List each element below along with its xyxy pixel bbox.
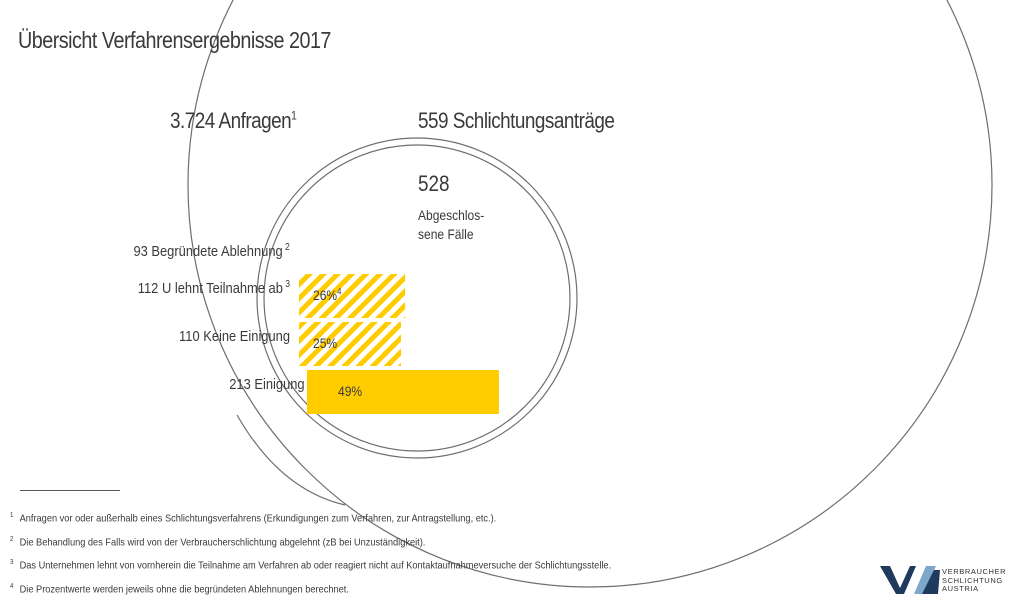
- row-label: 112 U lehnt Teilnahme ab 3: [137, 279, 290, 298]
- percent-label: 26%4: [313, 286, 342, 303]
- antraege-circle-inner: [263, 144, 571, 452]
- percent-label: 25%: [313, 335, 338, 351]
- row-label: 93 Begründete Ablehnung 2: [133, 242, 290, 261]
- percent-label: 49%: [338, 383, 363, 399]
- page-title: Übersicht Verfahrensergebnisse 2017: [18, 27, 331, 53]
- footnote-1: 1 Anfragen vor oder außerhalb eines Schli…: [10, 512, 497, 525]
- row-count: 93: [133, 243, 152, 260]
- vsa-logo-icon: [880, 566, 940, 594]
- footnote-3: 3 Das Unternehmen lehnt von vornherein di…: [10, 559, 612, 572]
- row-count: 213: [229, 376, 255, 393]
- antraege-circle-outer: [256, 137, 578, 459]
- row-category: U lehnt Teilnahme ab: [161, 280, 283, 297]
- row-footnote-mark: 2: [282, 242, 290, 253]
- row-category: Keine Einigung: [203, 328, 290, 345]
- row-footnote-mark: 3: [282, 279, 290, 290]
- anfragen-text: 3.724 Anfragen: [170, 108, 292, 133]
- row-count: 112: [137, 280, 162, 297]
- bars-group: [299, 274, 499, 414]
- bar-u-lehnt-teilnahme-ab: [299, 274, 406, 318]
- logo-text: VERBRAUCHER SCHLICHTUNG AUSTRIA: [942, 567, 1007, 593]
- anfragen-footnote-mark: 1: [291, 108, 297, 123]
- connector-arc: [236, 414, 346, 506]
- anfragen-outer-circle: [187, 0, 993, 588]
- row-category: Einigung: [254, 376, 305, 393]
- bar-einigung: [307, 370, 499, 414]
- footnote-2: 2 Die Behandlung des Falls wird von der V…: [10, 536, 426, 549]
- row-label: 213 Einigung: [230, 376, 305, 393]
- row-category: Begründete Ablehnung: [151, 243, 283, 260]
- footnote-4: 4 Die Prozentwerte werden jeweils ohne di…: [10, 583, 349, 596]
- bar-keine-einigung: [299, 322, 401, 366]
- closed-count: 528: [418, 171, 450, 196]
- row-count: 110: [179, 328, 204, 345]
- anfragen-label: 3.724 Anfragen1: [170, 108, 297, 134]
- row-label: 110 Keine Einigung: [179, 328, 290, 345]
- footnote-rule: [20, 490, 120, 491]
- antraege-label: 559 Schlichtungsanträge: [418, 108, 615, 133]
- closed-caption: Abgeschlos- sene Fälle: [418, 207, 485, 242]
